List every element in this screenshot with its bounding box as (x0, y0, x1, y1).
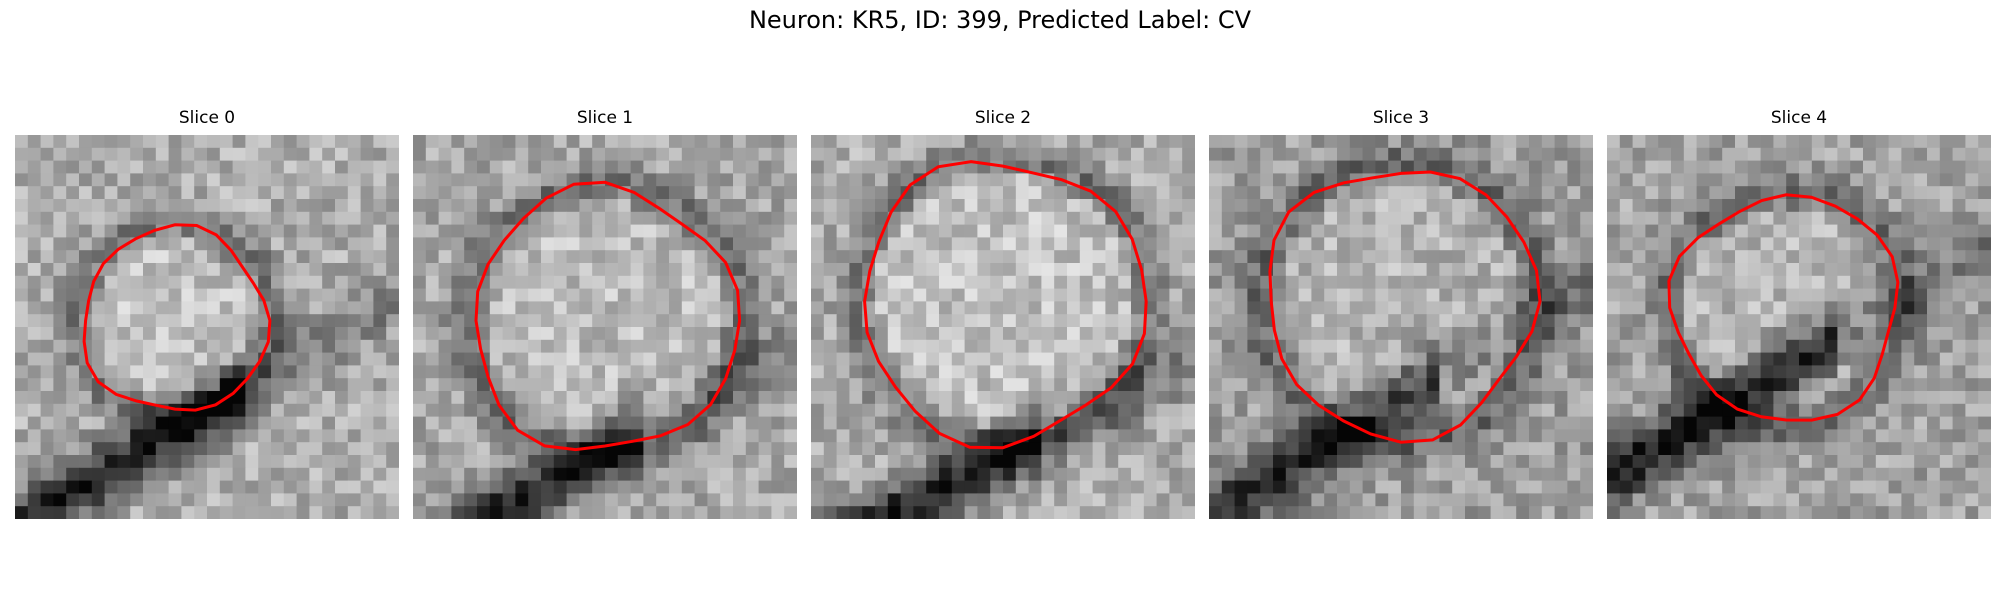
roi-contour (1268, 170, 1542, 444)
slice-title-3: Slice 3 (1372, 108, 1430, 128)
slice-panel-3: Slice 3 (1209, 108, 1593, 522)
slice-panel-1: Slice 1 (413, 108, 797, 522)
slice-image-0 (15, 135, 399, 519)
slice-title-2: Slice 2 (974, 108, 1032, 128)
roi-contour (82, 223, 272, 412)
slice-panel-2: Slice 2 (811, 108, 1195, 522)
slice-image-2 (811, 135, 1195, 519)
roi-contour (1667, 193, 1900, 422)
slice-title-4: Slice 4 (1770, 108, 1828, 128)
figure-title: Neuron: KR5, ID: 399, Predicted Label: C… (748, 6, 1252, 34)
slice-title-1: Slice 1 (576, 108, 634, 128)
roi-contour (863, 160, 1148, 450)
roi-contour (474, 180, 742, 452)
slice-panel-4: Slice 4 (1607, 108, 1991, 522)
slice-image-4 (1607, 135, 1991, 519)
slice-panel-0: Slice 0 (15, 108, 399, 522)
slice-image-3 (1209, 135, 1593, 519)
slice-title-0: Slice 0 (178, 108, 236, 128)
slice-image-1 (413, 135, 797, 519)
